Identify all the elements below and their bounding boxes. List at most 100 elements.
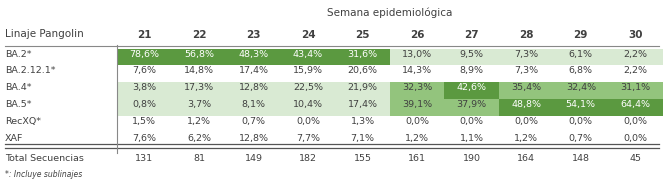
Text: 45: 45 — [629, 154, 641, 163]
Text: BA.2*: BA.2* — [5, 50, 31, 59]
Text: 6,2%: 6,2% — [187, 134, 211, 143]
Text: 64,4%: 64,4% — [620, 100, 650, 109]
Text: 0,0%: 0,0% — [514, 117, 539, 126]
Text: 27: 27 — [464, 30, 479, 40]
Text: BA.2.12.1*: BA.2.12.1* — [5, 66, 55, 75]
FancyBboxPatch shape — [608, 49, 663, 65]
Text: 10,4%: 10,4% — [293, 100, 323, 109]
Text: 31,6%: 31,6% — [347, 50, 378, 59]
Text: 182: 182 — [299, 154, 317, 163]
Text: 164: 164 — [517, 154, 535, 163]
Text: 1,1%: 1,1% — [459, 134, 483, 143]
Text: 0,0%: 0,0% — [623, 117, 647, 126]
Text: 56,8%: 56,8% — [184, 50, 214, 59]
Text: 17,3%: 17,3% — [184, 83, 214, 92]
Text: 0,7%: 0,7% — [569, 134, 593, 143]
Text: 20,6%: 20,6% — [347, 66, 378, 75]
Text: 29: 29 — [574, 30, 588, 40]
Text: 39,1%: 39,1% — [402, 100, 432, 109]
Text: 1,2%: 1,2% — [405, 134, 429, 143]
FancyBboxPatch shape — [499, 49, 554, 65]
Text: 8,9%: 8,9% — [459, 66, 483, 75]
Text: 7,3%: 7,3% — [514, 50, 539, 59]
Text: 7,6%: 7,6% — [132, 66, 157, 75]
Text: 3,7%: 3,7% — [187, 100, 211, 109]
FancyBboxPatch shape — [226, 49, 281, 65]
FancyBboxPatch shape — [390, 99, 444, 116]
Text: 9,5%: 9,5% — [459, 50, 483, 59]
FancyBboxPatch shape — [554, 82, 608, 99]
Text: 12,8%: 12,8% — [238, 134, 268, 143]
Text: 43,4%: 43,4% — [293, 50, 323, 59]
Text: 32,4%: 32,4% — [566, 83, 596, 92]
FancyBboxPatch shape — [172, 99, 226, 116]
Text: 0,0%: 0,0% — [405, 117, 429, 126]
Text: 6,1%: 6,1% — [569, 50, 593, 59]
Text: 17,4%: 17,4% — [238, 66, 268, 75]
FancyBboxPatch shape — [172, 49, 226, 65]
Text: 32,3%: 32,3% — [402, 83, 432, 92]
Text: 15,9%: 15,9% — [293, 66, 323, 75]
Text: 21,9%: 21,9% — [347, 83, 378, 92]
FancyBboxPatch shape — [444, 49, 499, 65]
Text: 190: 190 — [463, 154, 481, 163]
FancyBboxPatch shape — [554, 99, 608, 116]
Text: 48,3%: 48,3% — [238, 50, 268, 59]
Text: 81: 81 — [193, 154, 205, 163]
FancyBboxPatch shape — [281, 49, 335, 65]
Text: 7,1%: 7,1% — [351, 134, 374, 143]
Text: 0,7%: 0,7% — [242, 117, 266, 126]
Text: 25: 25 — [355, 30, 370, 40]
Text: 0,8%: 0,8% — [132, 100, 157, 109]
Text: 31,1%: 31,1% — [620, 83, 651, 92]
Text: BA.5*: BA.5* — [5, 100, 31, 109]
FancyBboxPatch shape — [117, 82, 172, 99]
Text: 2,2%: 2,2% — [623, 50, 647, 59]
Text: 1,2%: 1,2% — [514, 134, 539, 143]
FancyBboxPatch shape — [554, 49, 608, 65]
Text: 8,1%: 8,1% — [242, 100, 266, 109]
Text: 1,5%: 1,5% — [132, 117, 157, 126]
FancyBboxPatch shape — [117, 99, 172, 116]
Text: 14,3%: 14,3% — [402, 66, 432, 75]
Text: 7,3%: 7,3% — [514, 66, 539, 75]
Text: 1,3%: 1,3% — [351, 117, 374, 126]
FancyBboxPatch shape — [444, 99, 499, 116]
FancyBboxPatch shape — [172, 82, 226, 99]
Text: 22,5%: 22,5% — [293, 83, 323, 92]
FancyBboxPatch shape — [226, 82, 281, 99]
Text: 148: 148 — [572, 154, 590, 163]
Text: 48,8%: 48,8% — [511, 100, 541, 109]
Text: 0,0%: 0,0% — [569, 117, 593, 126]
Text: 23: 23 — [246, 30, 261, 40]
FancyBboxPatch shape — [281, 99, 335, 116]
FancyBboxPatch shape — [444, 82, 499, 99]
Text: 54,1%: 54,1% — [566, 100, 596, 109]
FancyBboxPatch shape — [608, 82, 663, 99]
FancyBboxPatch shape — [226, 99, 281, 116]
Text: 13,0%: 13,0% — [402, 50, 432, 59]
Text: 26: 26 — [410, 30, 424, 40]
Text: 149: 149 — [244, 154, 262, 163]
Text: Semana epidemiológica: Semana epidemiológica — [327, 8, 453, 18]
Text: 0,0%: 0,0% — [296, 117, 320, 126]
FancyBboxPatch shape — [390, 82, 444, 99]
Text: 6,8%: 6,8% — [569, 66, 593, 75]
Text: 14,8%: 14,8% — [184, 66, 214, 75]
Text: 0,0%: 0,0% — [459, 117, 483, 126]
FancyBboxPatch shape — [499, 99, 554, 116]
Text: 37,9%: 37,9% — [457, 100, 487, 109]
Text: 1,2%: 1,2% — [187, 117, 211, 126]
FancyBboxPatch shape — [335, 99, 390, 116]
Text: 22: 22 — [192, 30, 207, 40]
Text: 30: 30 — [628, 30, 643, 40]
FancyBboxPatch shape — [499, 82, 554, 99]
Text: 42,6%: 42,6% — [457, 83, 487, 92]
Text: 12,8%: 12,8% — [238, 83, 268, 92]
Text: 28: 28 — [519, 30, 533, 40]
Text: 0,0%: 0,0% — [623, 134, 647, 143]
Text: 7,7%: 7,7% — [296, 134, 320, 143]
Text: 24: 24 — [301, 30, 315, 40]
FancyBboxPatch shape — [390, 49, 444, 65]
Text: 17,4%: 17,4% — [347, 100, 378, 109]
